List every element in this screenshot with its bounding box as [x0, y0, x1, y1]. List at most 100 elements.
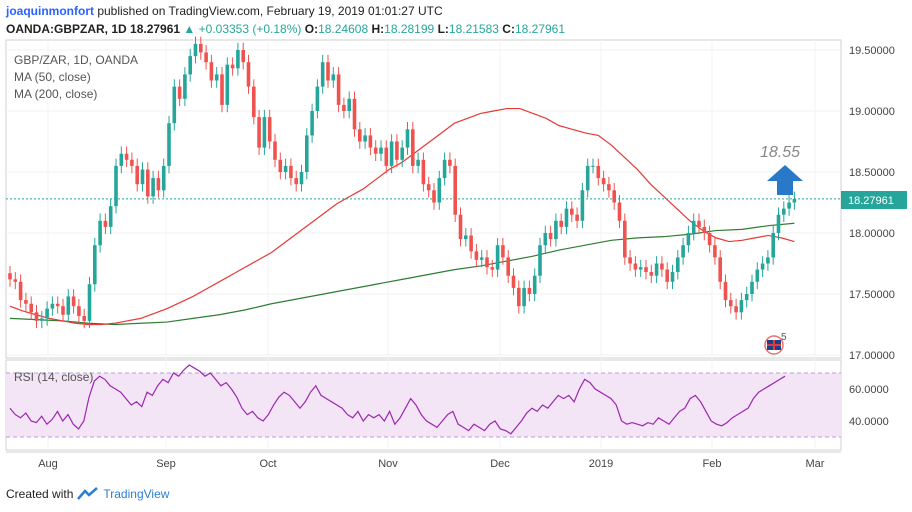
candle-body [543, 233, 548, 246]
candle-body [522, 287, 526, 307]
candle-body [458, 214, 463, 240]
y-tick-label: 18.00000 [849, 228, 895, 240]
candle-body [326, 62, 330, 81]
last-price: 18.27961 [130, 22, 181, 36]
candle-body [114, 165, 118, 207]
candle-body [421, 159, 426, 185]
candle-body [760, 263, 765, 270]
flag-uk-icon[interactable] [764, 335, 784, 355]
candle-body [124, 153, 129, 160]
candle-body [395, 141, 399, 160]
tradingview-brand[interactable]: TradingView [103, 487, 170, 501]
legend-ma200: MA (200, close) [14, 87, 97, 101]
candle-body [347, 98, 351, 111]
x-tick-label: Oct [259, 458, 276, 470]
candle-body [713, 245, 717, 258]
last-price-tag-text: 18.27961 [848, 195, 894, 207]
candle-body [723, 281, 728, 301]
candle-body [575, 214, 579, 221]
candle-body [358, 129, 362, 142]
candle-body [750, 281, 754, 294]
candle-body [342, 104, 346, 111]
candle-body [135, 165, 139, 185]
candle-body [8, 273, 12, 280]
candle-body [257, 117, 261, 148]
candle-body [617, 202, 622, 221]
candle-body [384, 147, 389, 166]
candle-body [336, 74, 341, 105]
candle-body [538, 245, 542, 276]
candle-body [236, 50, 240, 69]
candle-body [691, 220, 696, 233]
candle-body [479, 257, 484, 260]
candle-body [220, 74, 224, 105]
x-tick-label: 2019 [589, 458, 613, 470]
candle-body [40, 318, 44, 321]
candle-body [448, 159, 452, 166]
candle-body [225, 64, 230, 105]
candle-body [644, 267, 648, 273]
candle-body [50, 303, 55, 309]
candle-body [469, 235, 473, 252]
candle-body [172, 86, 177, 124]
candle-body [108, 206, 113, 227]
candle-body [416, 159, 420, 166]
candle-body [24, 300, 28, 304]
up-arrow-icon [767, 165, 803, 195]
legend-rsi: RSI (14, close) [14, 370, 93, 384]
close-value: 18.27961 [514, 22, 566, 36]
candle-body [474, 251, 479, 260]
candle-body [464, 235, 468, 240]
candle-body [146, 169, 150, 197]
x-tick-label: Sep [156, 458, 176, 470]
candle-body [167, 123, 171, 166]
candle-body [495, 245, 500, 270]
candle-body [633, 263, 638, 270]
candle-body [151, 178, 155, 197]
y-tick-label: 19.50000 [849, 45, 895, 57]
axes: 19.50000 19.00000 18.50000 18.00000 17.50000… [6, 45, 895, 470]
candle-body [93, 245, 97, 285]
candle-body [55, 303, 60, 307]
candle-body [140, 169, 145, 185]
candle-body [315, 86, 320, 111]
candle-body [305, 135, 309, 172]
candle-body [389, 141, 394, 166]
rsi-line [9, 364, 786, 435]
candle-body [405, 129, 410, 148]
candle-body [681, 245, 685, 258]
y-tick-label: 17.50000 [849, 289, 895, 301]
candle-body [734, 306, 738, 313]
last-price-tag [841, 191, 907, 209]
candle-body [82, 315, 86, 321]
candle-body [119, 153, 124, 166]
footer: Created with TradingView [6, 487, 169, 501]
x-tick-label: Mar [806, 458, 825, 470]
publish-header: joaquinmonfort published on TradingView.… [6, 4, 443, 18]
candle-body [177, 86, 182, 99]
candle-body [262, 117, 267, 148]
candle-body [787, 202, 791, 209]
candle-body [628, 257, 632, 264]
candle-body [739, 300, 744, 313]
candle-body [283, 165, 288, 172]
price-chart[interactable]: 19.50000 19.00000 18.50000 18.00000 17.50000… [0, 0, 912, 482]
candle-body [697, 220, 701, 227]
candle-body [527, 287, 532, 294]
candle-body [511, 275, 516, 288]
candle-body [209, 62, 214, 81]
candle-body [771, 233, 775, 258]
legend-symbol: GBP/ZAR, 1D, OANDA [14, 53, 138, 67]
candle-body [426, 184, 431, 191]
candle-body [554, 220, 558, 240]
candle-body [214, 74, 219, 81]
author-link[interactable]: joaquinmonfort [6, 4, 94, 18]
candle-body [352, 98, 357, 130]
x-tick-label: Nov [378, 458, 398, 470]
low-value: 18.21583 [448, 22, 499, 36]
candle-body [379, 147, 383, 154]
candle-body [87, 284, 92, 321]
candle-body [564, 208, 569, 227]
rsi-tick-label: 40.0000 [849, 416, 889, 428]
candle-body [411, 129, 415, 166]
